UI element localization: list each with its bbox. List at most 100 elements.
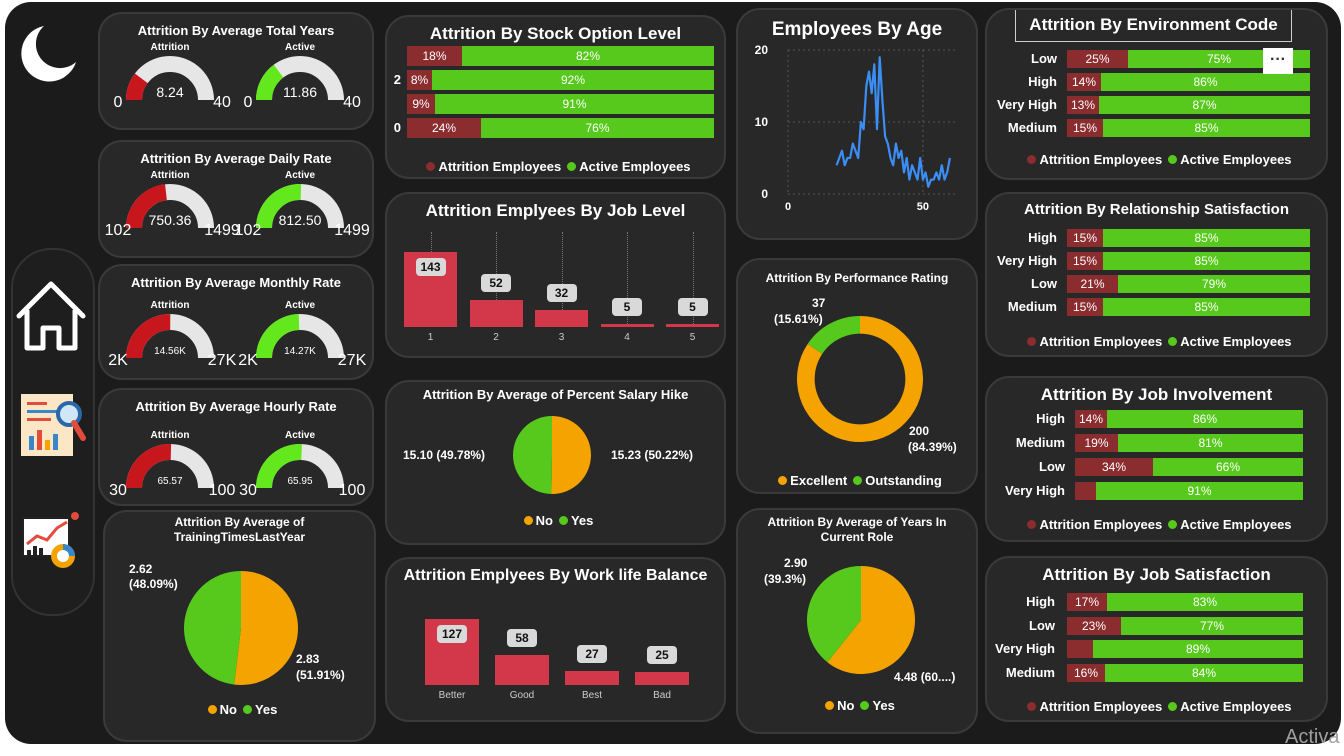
- involvement-attrition-segment: 19%: [1075, 434, 1118, 452]
- gridline: [430, 232, 432, 252]
- report-icon[interactable]: [19, 390, 89, 460]
- gauge-left-max: 100: [208, 482, 236, 499]
- attrition-gauge-fill: [126, 444, 172, 489]
- excellent-count: 200: [909, 424, 930, 438]
- satisfaction-row-label: Very High: [995, 641, 1055, 656]
- sidebar-nav: [11, 248, 95, 616]
- outstanding-count: 37: [812, 296, 826, 310]
- training-no-value: 2.83: [296, 652, 320, 666]
- pie-slice-no: [827, 566, 915, 674]
- work-life-x-tick: Better: [438, 690, 466, 701]
- job-level-bar[interactable]: [666, 324, 719, 327]
- gauge-pair: [126, 184, 344, 229]
- donut-hole: [814, 333, 906, 425]
- attrition-gauge-fill: [126, 184, 168, 229]
- relationship-active-segment: 79%: [1118, 275, 1310, 293]
- job-level-bar[interactable]: [600, 324, 654, 327]
- environment-attrition-segment: 15%: [1067, 119, 1103, 137]
- active-gauge-fill: [256, 64, 284, 101]
- home-icon[interactable]: [13, 276, 89, 356]
- age-card: Employees By Age 20 10 0 0 50: [736, 8, 978, 240]
- satisfaction-card: Attrition By Job Satisfaction High 17% 83% L…: [985, 556, 1328, 722]
- active-gauge-fill: [256, 314, 300, 359]
- training-times-card: Attrition By Average of TrainingTimesLas…: [103, 510, 376, 742]
- relationship-active-segment: 85%: [1103, 252, 1310, 270]
- gauge-left-value: 14.56K: [154, 346, 186, 357]
- gauge-left-min: 0: [113, 94, 123, 111]
- environment-row-label: High: [1028, 74, 1057, 89]
- stock-title: Attrition By Stock Option Level: [429, 24, 682, 43]
- gauge-title: Attrition By Average Monthly Rate: [131, 275, 341, 290]
- gauge-right-label: Active: [284, 300, 316, 311]
- relationship-attrition-segment: 15%: [1067, 229, 1103, 247]
- job-level-bar[interactable]: [535, 310, 588, 327]
- involvement-legend: Attrition Employees Active Employees: [987, 517, 1326, 532]
- work-life-bar[interactable]: [635, 672, 689, 685]
- pie-slice-yes: [513, 416, 552, 494]
- more-options-button[interactable]: ···: [1263, 48, 1293, 74]
- gauge-card-3: Attrition By Average Monthly Rate Attriti…: [98, 264, 374, 380]
- satisfaction-row-label: Low: [1029, 617, 1055, 633]
- gauge-right-min: 0: [243, 94, 253, 111]
- salary-left-label: 15.10 (49.78%): [403, 448, 486, 462]
- work-life-bar[interactable]: [565, 671, 619, 685]
- work-life-bar-label: 25: [647, 646, 677, 664]
- role-yes-value: 2.90: [784, 556, 808, 570]
- stock-attrition-segment: 9%: [407, 94, 435, 114]
- performance-legend: Excellent Outstanding: [738, 473, 976, 488]
- training-title-2: TrainingTimesLastYear: [173, 530, 306, 544]
- stock-active-segment: 76%: [481, 118, 714, 138]
- involvement-active-segment: 66%: [1153, 458, 1303, 476]
- involvement-attrition-segment: [1075, 482, 1096, 500]
- gauge-left-min: 2K: [108, 352, 128, 369]
- gauge-pair: [126, 444, 344, 489]
- job-level-bar-label: 52: [481, 274, 511, 292]
- gridline: [496, 232, 497, 300]
- gauge-right-value: 65.95: [287, 476, 313, 487]
- involvement-row-label: High: [1036, 411, 1065, 426]
- work-life-bar-label: 58: [507, 629, 537, 647]
- role-title-1: Attrition By Average of Years In: [767, 515, 947, 529]
- job-level-bar[interactable]: [469, 300, 523, 327]
- gauge-pair: [126, 56, 344, 101]
- work-life-x-tick: Bad: [653, 690, 671, 701]
- relationship-card: Attrition By Relationship Satisfaction Hi…: [985, 192, 1328, 357]
- job-level-x-tick: 5: [689, 332, 696, 343]
- environment-attrition-segment: 14%: [1067, 73, 1101, 91]
- age-y-tick: 20: [755, 43, 769, 57]
- salary-legend: No Yes: [387, 513, 724, 528]
- involvement-attrition-segment: 34%: [1075, 458, 1153, 476]
- analytics-icon[interactable]: [19, 510, 89, 574]
- age-y-tick: 0: [761, 187, 768, 201]
- job-level-x-tick: 3: [558, 332, 565, 343]
- attrition-gauge-fill: [126, 313, 171, 359]
- gauge-left-value: 65.57: [157, 476, 183, 487]
- performance-donut: [797, 316, 923, 442]
- gauge-left-value: 750.36: [148, 212, 192, 228]
- moon-icon[interactable]: [16, 22, 80, 86]
- gauge-title: Attrition By Average Total Years: [137, 23, 335, 38]
- pie-slice-no: [234, 571, 298, 685]
- environment-active-segment: 86%: [1101, 73, 1310, 91]
- job-level-x-tick: 2: [493, 332, 499, 343]
- job-level-card: Attrition Emplyees By Job Level 143 1 52 2 3…: [385, 192, 726, 358]
- training-pie: [184, 571, 298, 685]
- gauge-right-max: 100: [338, 482, 366, 499]
- job-level-bar-label: 5: [612, 298, 642, 316]
- work-life-bar[interactable]: [495, 655, 549, 685]
- gauge-right-min: 30: [239, 482, 257, 499]
- gauge-left-label: Attrition: [150, 430, 190, 441]
- satisfaction-attrition-segment: 16%: [1067, 663, 1105, 682]
- age-series-line: [835, 56, 951, 188]
- involvement-attrition-segment: 14%: [1075, 410, 1107, 428]
- environment-title: Attrition By Environment Code: [1015, 10, 1292, 42]
- relationship-title: Attrition By Relationship Satisfaction: [1023, 201, 1290, 218]
- gauge-right-value: 812.50: [278, 212, 322, 228]
- age-title: Employees By Age: [771, 19, 943, 40]
- stock-attrition-segment: 8%: [407, 70, 432, 90]
- involvement-row-label: Low: [1039, 459, 1065, 474]
- relationship-active-segment: 85%: [1103, 298, 1310, 316]
- gauge-right-min: 2K: [238, 352, 258, 369]
- performance-title: Attrition By Performance Rating: [765, 271, 949, 285]
- environment-row-label: Medium: [1007, 120, 1057, 135]
